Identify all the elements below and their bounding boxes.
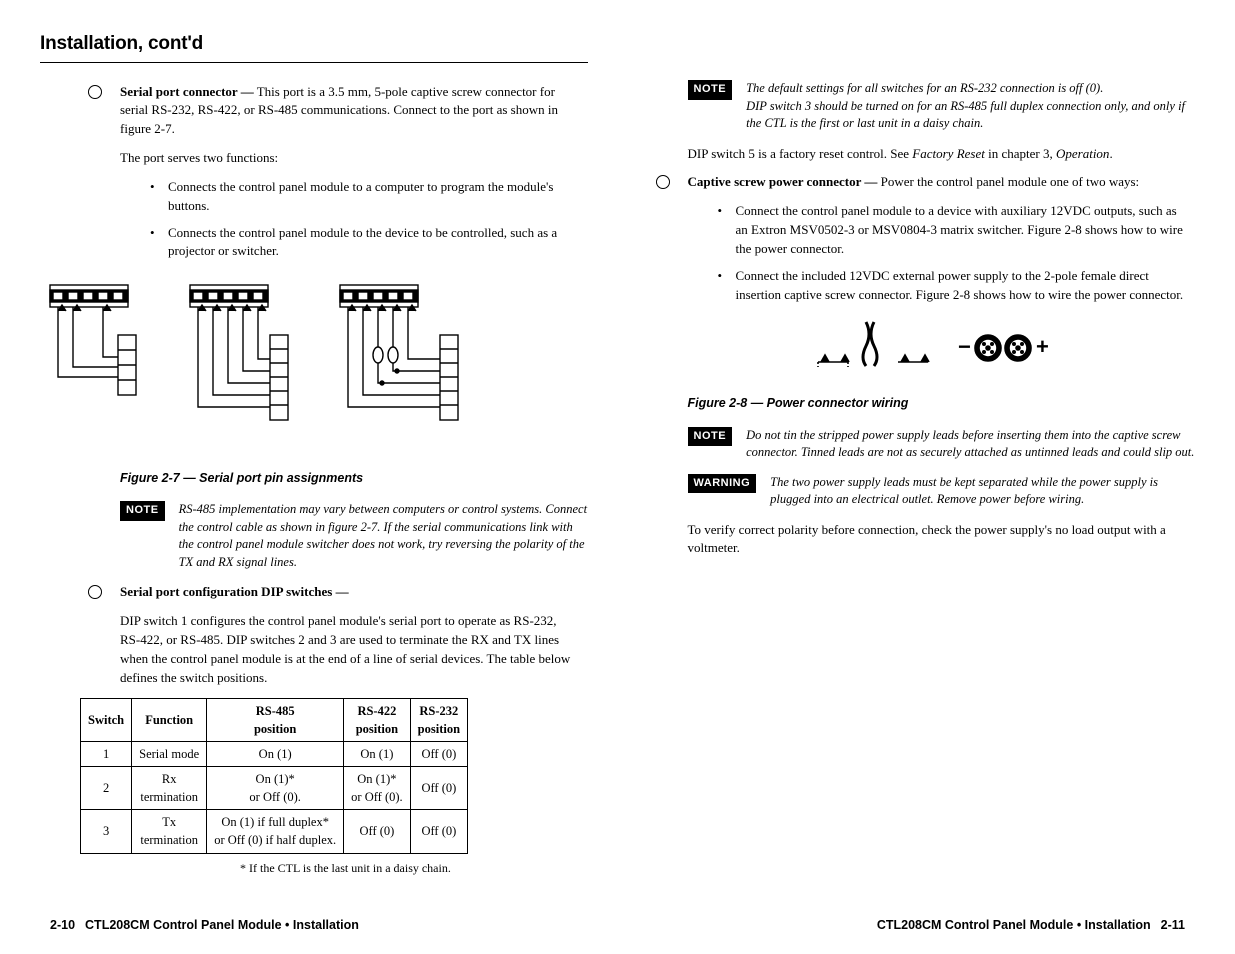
table-cell: Off (0) (410, 810, 467, 853)
footer-text: CTL208CM Control Panel Module • Installa… (85, 916, 359, 934)
warning-text: The two power supply leads must be kept … (770, 474, 1195, 509)
table-cell: On (1)*or Off (0). (344, 767, 411, 810)
callout-circle-icon (88, 85, 102, 99)
function-list: Connects the control panel module to a c… (150, 178, 578, 261)
table-cell: Serial mode (132, 741, 207, 766)
warning-1: WARNING The two power supply leads must … (688, 474, 1196, 509)
function-item: Connects the control panel module to a c… (150, 178, 578, 216)
note-1: NOTE RS-485 implementation may vary betw… (120, 501, 588, 571)
two-functions: The port serves two functions: (120, 149, 578, 168)
function-item: Connects the control panel module to the… (150, 224, 578, 262)
note-3: NOTE Do not tin the stripped power suppl… (688, 427, 1196, 462)
table-header: RS-485position (207, 698, 344, 741)
footer-right: CTL208CM Control Panel Module • Installa… (648, 902, 1196, 934)
figure-2-7-diagram (0, 275, 588, 455)
svg-text:−: − (958, 334, 971, 359)
table-cell: 3 (81, 810, 132, 853)
serial-port-para: Serial port connector — This port is a 3… (120, 83, 578, 140)
table-cell: 2 (81, 767, 132, 810)
power-label: Captive screw power connector — (688, 174, 878, 189)
serial-port-block: Serial port connector — This port is a 3… (80, 83, 578, 262)
footer-text: CTL208CM Control Panel Module • Installa… (877, 916, 1151, 934)
note-2: NOTE The default settings for all switch… (688, 80, 1196, 133)
table-footnote: * If the CTL is the last unit in a daisy… (240, 860, 588, 877)
figure-2-8-diagram: − + (808, 314, 1196, 374)
dip-heading: Serial port configuration DIP switches — (120, 584, 349, 599)
dip5-para: DIP switch 5 is a factory reset control.… (688, 145, 1196, 164)
table-cell: On (1) if full duplex*or Off (0) if half… (207, 810, 344, 853)
dip-heading-para: Serial port configuration DIP switches — (120, 583, 578, 602)
power-list: Connect the control panel module to a de… (718, 202, 1186, 304)
table-row: 1Serial modeOn (1)On (1)Off (0) (81, 741, 468, 766)
callout-circle-icon (656, 175, 670, 189)
dip-switch-table: Switch Function RS-485position RS-422pos… (80, 698, 468, 854)
note-2-text: The default settings for all switches fo… (746, 80, 1195, 133)
note-badge: NOTE (120, 501, 165, 521)
dip-para: DIP switch 1 configures the control pane… (120, 612, 578, 687)
power-item: Connect the control panel module to a de… (718, 202, 1186, 259)
page-left: Installation, cont'd Serial port connect… (40, 30, 618, 934)
svg-text:+: + (1036, 334, 1049, 359)
note2-line1: The default settings for all switches fo… (746, 81, 1103, 95)
table-header: RS-422position (344, 698, 411, 741)
serial-port-label: Serial port connector — (120, 84, 254, 99)
power-block: Captive screw power connector — Power th… (648, 173, 1186, 304)
serial-wiring-svg (0, 275, 530, 455)
page-right: NOTE The default settings for all switch… (618, 30, 1196, 934)
table-cell: Off (0) (410, 767, 467, 810)
page-number: 2-11 (1161, 916, 1185, 934)
table-row: 3TxterminationOn (1) if full duplex*or O… (81, 810, 468, 853)
verify-para: To verify correct polarity before connec… (688, 521, 1196, 559)
page-number: 2-10 (50, 916, 75, 934)
callout-circle-icon (88, 585, 102, 599)
note-3-text: Do not tin the stripped power supply lea… (746, 427, 1195, 462)
power-wiring-svg: − + (808, 314, 1068, 374)
table-cell: Rxtermination (132, 767, 207, 810)
table-cell: 1 (81, 741, 132, 766)
power-item: Connect the included 12VDC external powe… (718, 267, 1186, 305)
left-content: Serial port connector — This port is a 3… (40, 83, 588, 902)
table-header: Switch (81, 698, 132, 741)
table-cell: Off (0) (410, 741, 467, 766)
table-cell: Txtermination (132, 810, 207, 853)
table-cell: On (1)*or Off (0). (207, 767, 344, 810)
table-cell: On (1) (207, 741, 344, 766)
table-cell: Off (0) (344, 810, 411, 853)
table-cell: On (1) (344, 741, 411, 766)
figure-2-8-caption: Figure 2-8 — Power connector wiring (688, 394, 1196, 412)
footer-left: 2-10 CTL208CM Control Panel Module • Ins… (40, 902, 588, 934)
right-content: NOTE The default settings for all switch… (648, 72, 1196, 902)
table-header: Function (132, 698, 207, 741)
table-header: RS-232position (410, 698, 467, 741)
warning-badge: WARNING (688, 474, 757, 494)
note-badge: NOTE (688, 80, 733, 100)
note2-line2: DIP switch 3 should be turned on for an … (746, 99, 1185, 131)
power-text: Power the control panel module one of tw… (877, 174, 1139, 189)
note-1-text: RS-485 implementation may vary between c… (179, 501, 588, 571)
dip-block: Serial port configuration DIP switches —… (80, 583, 578, 687)
note-badge: NOTE (688, 427, 733, 447)
section-title: Installation, cont'd (40, 30, 588, 63)
power-para: Captive screw power connector — Power th… (688, 173, 1186, 192)
figure-2-7-caption: Figure 2-7 — Serial port pin assignments (120, 469, 588, 487)
table-row: 2RxterminationOn (1)*or Off (0).On (1)*o… (81, 767, 468, 810)
